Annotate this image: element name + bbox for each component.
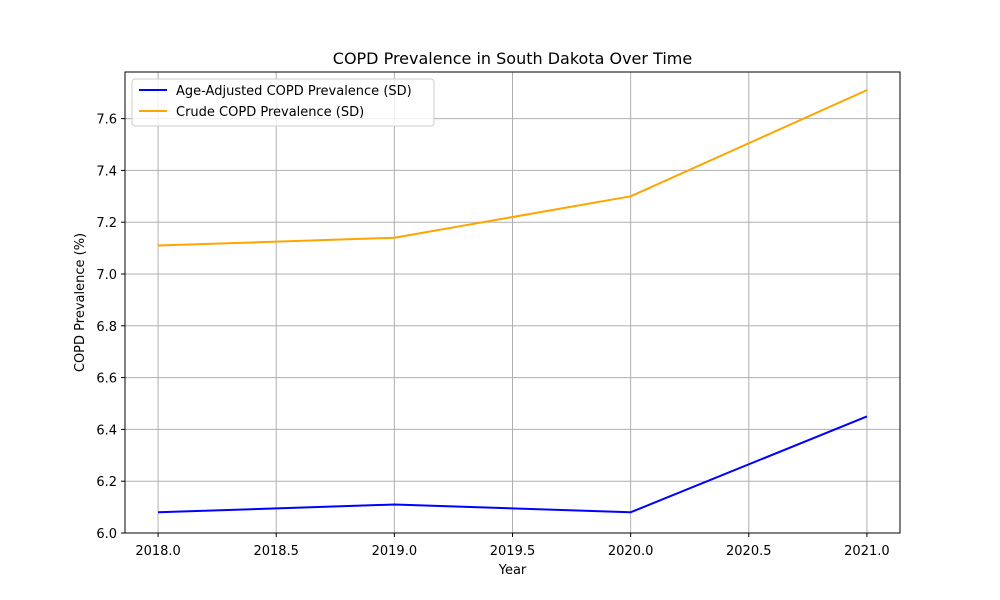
x-tick-label: 2020.0 [608, 544, 654, 559]
y-tick-label: 6.8 [96, 320, 117, 335]
series-layer [158, 89, 868, 514]
legend-box [131, 78, 435, 127]
tick-layer: 2018.0 2018.5 2019.0 2019.5 2020.0 2020.5 2021… [96, 113, 889, 559]
y-tick-label: 6.4 [96, 423, 117, 438]
y-tick-label: 7.4 [96, 164, 117, 179]
y-tick-label: 7.0 [96, 268, 117, 283]
y-tick-label: 6.6 [96, 372, 117, 387]
legend: Age-Adjusted COPD Prevalence (SD) Crude … [131, 78, 435, 127]
y-tick-label: 7.6 [96, 113, 117, 128]
x-tick-label: 2018.0 [135, 544, 181, 559]
series-line-0 [158, 415, 868, 514]
x-tick-label: 2019.5 [490, 544, 536, 559]
y-tick-label: 7.2 [96, 216, 117, 231]
legend-label-crude: Crude COPD Prevalence (SD) [176, 105, 364, 120]
y-axis-label: COPD Prevalence (%) [73, 233, 88, 372]
x-tick-label: 2019.0 [372, 544, 418, 559]
series-line-1 [158, 89, 868, 247]
y-tick-label: 6.0 [96, 527, 117, 542]
x-tick-label: 2020.5 [726, 544, 772, 559]
y-tick-label: 6.2 [96, 475, 117, 490]
x-tick-label: 2018.5 [253, 544, 299, 559]
x-axis-label: Year [498, 563, 527, 578]
x-tick-label: 2021.0 [844, 544, 890, 559]
chart-title: COPD Prevalence in South Dakota Over Tim… [333, 49, 692, 68]
grid-layer [125, 72, 900, 534]
legend-label-age-adjusted: Age-Adjusted COPD Prevalence (SD) [176, 84, 412, 99]
